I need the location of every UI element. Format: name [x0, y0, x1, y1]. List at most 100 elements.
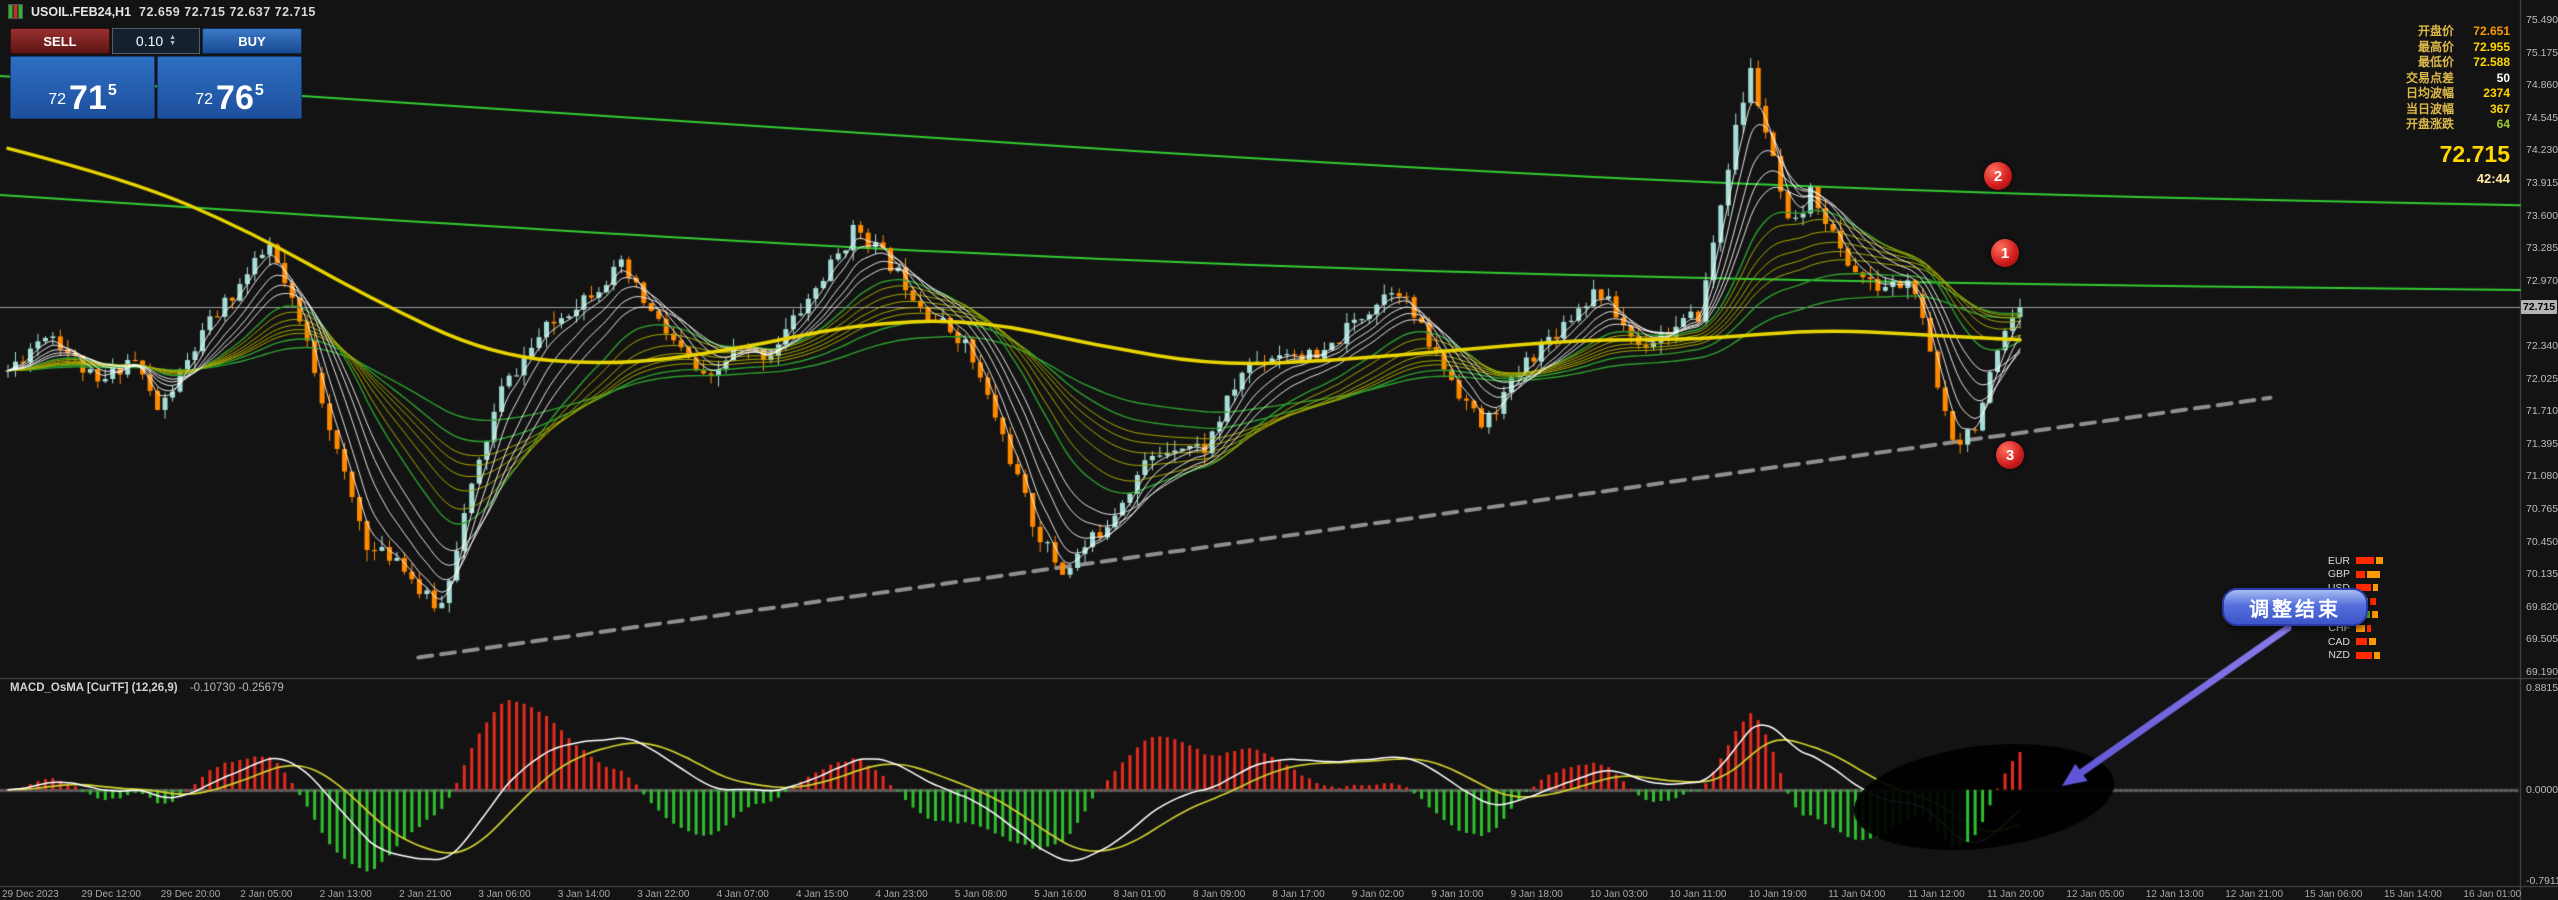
currency-code: GBP — [2327, 568, 2350, 581]
currency-strength-bars — [2356, 557, 2383, 565]
currency-strength-bars — [2356, 570, 2380, 578]
time-label: 5 Jan 16:00 — [1034, 889, 1087, 900]
stat-value: 2374 — [2483, 86, 2510, 100]
time-label: 5 Jan 08:00 — [954, 889, 1008, 900]
time-label: 9 Jan 10:00 — [1431, 889, 1484, 900]
strength-bar — [2370, 597, 2376, 605]
price-label: 75.490 — [2526, 14, 2558, 26]
sell-price-big-digits: 71 — [69, 79, 107, 117]
strength-bar — [2372, 611, 2378, 619]
volume-stepper[interactable]: 0.10 ▲ ▼ — [112, 28, 200, 54]
strength-bar — [2356, 651, 2372, 659]
currency-strength-bars — [2356, 584, 2378, 592]
time-label: 2 Jan 13:00 — [319, 889, 372, 900]
price-label: 69.190 — [2526, 666, 2558, 678]
stat-row: 交易点差 50 — [2406, 71, 2510, 87]
stat-value: 64 — [2496, 117, 2510, 131]
strength-bar — [2367, 624, 2371, 632]
price-label: 72.025 — [2526, 372, 2558, 385]
price-label: 74.860 — [2526, 79, 2558, 92]
daily-stats-rows: 开盘价 72.651 最高价 72.955 最低价 72.588 交易点差 50 日均波幅 237… — [2406, 24, 2510, 133]
currency-strength-bars — [2356, 651, 2380, 659]
currency-strength-bars — [2356, 638, 2376, 646]
symbol-title: USOIL.FEB24,H1 — [31, 4, 132, 19]
stat-label: 交易点差 — [2405, 70, 2454, 85]
strength-bar — [2356, 584, 2371, 592]
strength-bar — [2369, 638, 2376, 646]
price-label: 72.340 — [2526, 340, 2558, 352]
buy-button[interactable]: BUY — [202, 28, 302, 54]
buy-price-display[interactable]: 72 76 5 — [157, 56, 302, 119]
sequence-marker: 1 — [1991, 239, 2019, 267]
stat-row: 日均波幅 2374 — [2406, 86, 2510, 102]
stat-value: 72.588 — [2473, 55, 2510, 69]
current-price-tag: 72.715 — [2521, 300, 2557, 315]
strength-bar — [2376, 557, 2383, 565]
strength-bar — [2373, 584, 2378, 592]
currency-row: CAD — [2318, 635, 2383, 649]
time-label: 11 Jan 20:00 — [1987, 889, 2045, 900]
strength-bar — [2356, 570, 2365, 578]
currency-row: EUR — [2318, 554, 2383, 568]
time-label: 12 Jan 05:00 — [2066, 889, 2125, 900]
time-label: 4 Jan 07:00 — [716, 889, 769, 900]
time-label: 16 Jan 01:00 — [2463, 889, 2522, 900]
time-label: 29 Dec 12:00 — [81, 889, 141, 900]
sell-button[interactable]: SELL — [10, 28, 110, 54]
time-label: 10 Jan 03:00 — [1590, 889, 1648, 900]
macd-indicator-name: MACD_OsMA [CurTF] (12,26,9) — [10, 682, 178, 694]
time-label: 10 Jan 19:00 — [1748, 889, 1807, 900]
macd-scale-label: -0.79116 — [2526, 874, 2558, 887]
buy-price-big-digits: 76 — [216, 79, 254, 117]
currency-code: EUR — [2327, 554, 2350, 567]
price-label: 72.970 — [2526, 274, 2558, 287]
strength-bar — [2356, 557, 2374, 565]
currency-row: NZD — [2318, 649, 2383, 663]
volume-value[interactable]: 0.10 — [135, 33, 164, 49]
buy-price-prefix: 72 — [195, 91, 214, 108]
ohlc-values: 72.659 72.715 72.637 72.715 — [139, 4, 316, 19]
spinner-down-icon[interactable]: ▼ — [169, 40, 177, 47]
strength-bar — [2367, 570, 2380, 578]
one-click-trading-panel: SELL 0.10 ▲ ▼ BUY 72 71 5 72 76 5 — [10, 28, 302, 119]
macd-scale-label: 0.00000 — [2526, 783, 2558, 796]
chart-title-bar: USOIL.FEB24,H1 72.659 72.715 72.637 72.7… — [8, 4, 316, 19]
stat-label: 最低价 — [2417, 55, 2454, 69]
time-label: 2 Jan 21:00 — [399, 889, 452, 900]
time-label: 11 Jan 04:00 — [1828, 889, 1886, 900]
sequence-marker: 2 — [1984, 162, 2012, 190]
price-label: 73.285 — [2526, 242, 2558, 255]
current-price-display: 72.715 — [2439, 140, 2510, 167]
sell-price-prefix: 72 — [48, 91, 67, 108]
volume-spinner[interactable]: ▲ ▼ — [169, 34, 177, 47]
stat-label: 当日波幅 — [2405, 101, 2454, 116]
stat-value: 72.651 — [2473, 24, 2510, 38]
stat-label: 开盘涨跌 — [2405, 117, 2454, 131]
time-label: 15 Jan 06:00 — [2304, 889, 2363, 900]
stat-label: 最高价 — [2417, 39, 2454, 54]
price-label: 71.395 — [2526, 437, 2558, 450]
time-label: 9 Jan 02:00 — [1351, 889, 1405, 900]
currency-strength-bars — [2356, 624, 2371, 632]
macd-scale-label: 0.88159 — [2526, 682, 2558, 695]
spinner-up-icon[interactable]: ▲ — [169, 34, 177, 41]
price-label: 69.820 — [2526, 600, 2558, 613]
currency-code: NZD — [2328, 649, 2350, 662]
time-label: 29 Dec 2023 — [2, 889, 59, 900]
time-label: 3 Jan 14:00 — [557, 889, 611, 900]
macd-indicator-label: MACD_OsMA [CurTF] (12,26,9) -0.10730 -0.… — [10, 682, 284, 694]
price-label: 70.135 — [2526, 568, 2558, 581]
stat-row: 开盘涨跌 64 — [2406, 117, 2510, 133]
time-label: 3 Jan 06:00 — [478, 889, 531, 900]
sell-price-sup-digit: 5 — [107, 82, 117, 99]
time-label: 8 Jan 01:00 — [1113, 889, 1166, 900]
macd-indicator-values: -0.10730 -0.25679 — [189, 682, 284, 694]
price-label: 73.915 — [2526, 177, 2558, 189]
strength-bar — [2356, 638, 2367, 646]
time-label: 3 Jan 22:00 — [637, 889, 690, 900]
sell-price-display[interactable]: 72 71 5 — [10, 56, 155, 119]
price-label: 69.505 — [2526, 633, 2558, 646]
price-label: 75.175 — [2526, 46, 2558, 59]
